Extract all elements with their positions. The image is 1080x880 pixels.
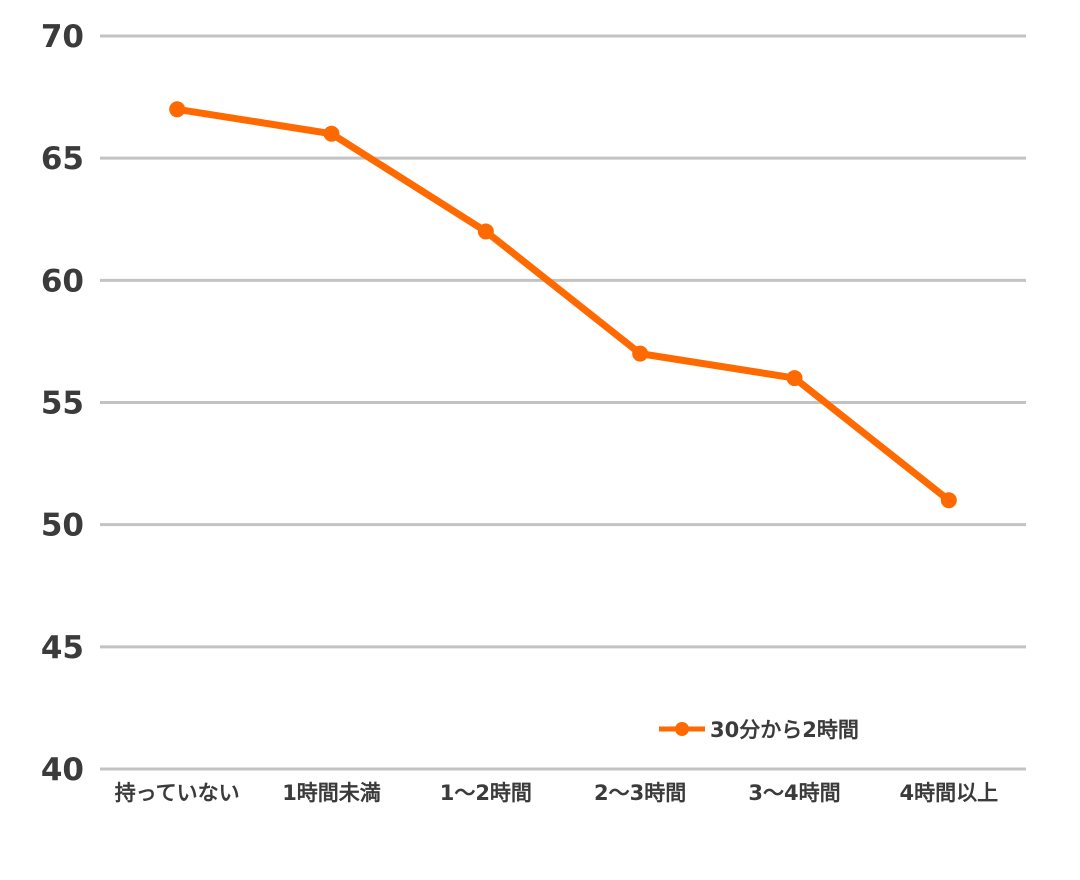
y-axis-label: 40 xyxy=(41,752,84,788)
series-layer xyxy=(169,101,957,509)
x-axis-label: 1〜2時間 xyxy=(440,781,532,805)
x-axis-label: 持っていない xyxy=(115,781,240,805)
chart-legend: 30分から2時間 xyxy=(658,714,859,744)
legend-line-marker-icon xyxy=(659,722,705,736)
y-axis-label: 50 xyxy=(41,508,84,544)
data-point-marker xyxy=(477,223,494,240)
data-point-marker xyxy=(169,101,186,118)
data-point-marker xyxy=(786,370,803,387)
data-point-marker xyxy=(940,492,957,509)
y-axis-label: 65 xyxy=(41,141,84,177)
y-axis-label: 60 xyxy=(41,263,84,299)
data-point-marker xyxy=(632,345,649,362)
y-axis-tick-labels: 70 65 60 55 50 45 40 xyxy=(41,19,84,788)
y-axis-label: 45 xyxy=(41,630,84,666)
series-line xyxy=(173,105,953,504)
x-axis-label: 3〜4時間 xyxy=(748,781,840,805)
legend-series-label: 30分から2時間 xyxy=(710,718,859,742)
x-axis-label: 1時間未満 xyxy=(282,781,381,805)
x-axis-tick-labels: 持っていない 1時間未満 1〜2時間 2〜3時間 3〜4時間 4時間以上 xyxy=(115,781,998,805)
data-point-marker xyxy=(323,125,340,142)
gridline-layer xyxy=(100,34,1026,771)
y-axis-label: 70 xyxy=(41,19,84,55)
x-axis-label: 2〜3時間 xyxy=(594,781,686,805)
x-axis-label: 4時間以上 xyxy=(900,781,999,805)
y-axis-label: 55 xyxy=(41,386,84,422)
